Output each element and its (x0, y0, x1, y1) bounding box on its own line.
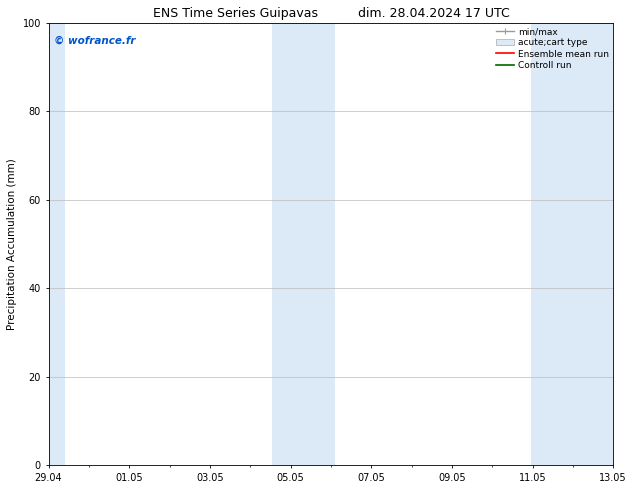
Bar (531, 23, 615, 466)
Text: © wofrance.fr: © wofrance.fr (54, 36, 136, 46)
Bar (46, 23, 65, 466)
Y-axis label: Precipitation Accumulation (mm): Precipitation Accumulation (mm) (7, 158, 17, 330)
Title: ENS Time Series Guipavas          dim. 28.04.2024 17 UTC: ENS Time Series Guipavas dim. 28.04.2024… (153, 7, 509, 20)
Bar (273, 23, 335, 466)
Legend: min/max, acute;cart type, Ensemble mean run, Controll run: min/max, acute;cart type, Ensemble mean … (495, 25, 611, 72)
